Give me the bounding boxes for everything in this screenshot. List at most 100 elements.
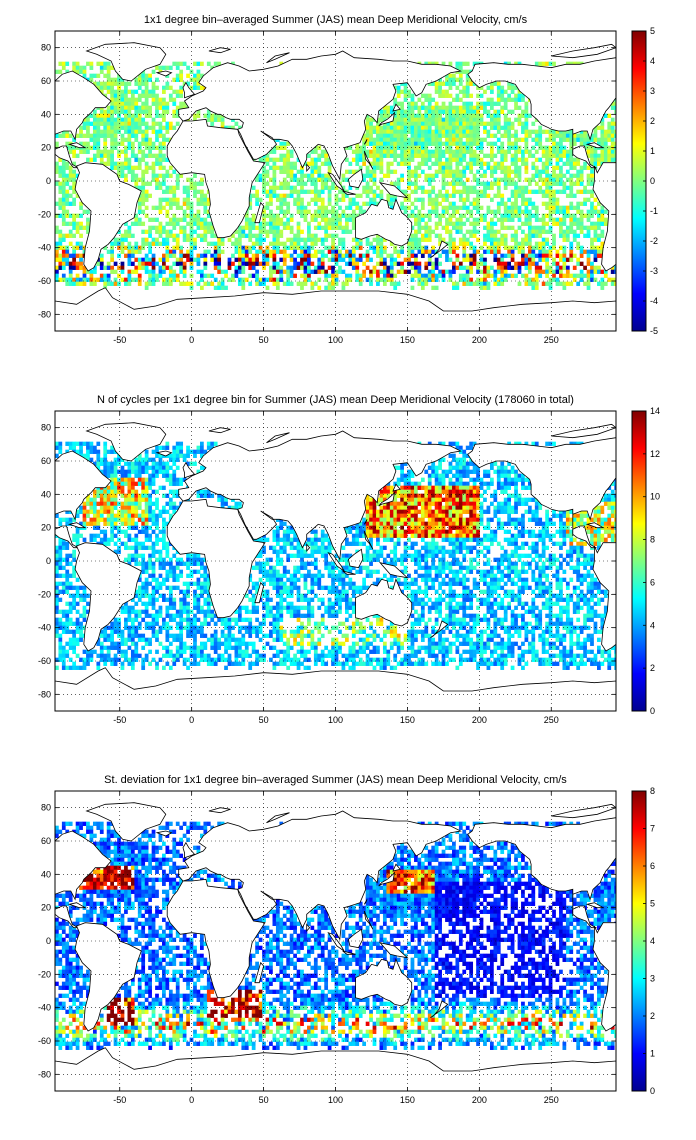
heat-cell [110,449,114,454]
heat-cell [565,273,570,278]
heat-cell [68,277,73,282]
heat-cell [614,109,616,114]
heat-cell [427,237,432,242]
heat-cell [144,449,149,454]
heat-cell [165,221,170,226]
heat-cell [552,177,556,182]
heat-cell [203,205,208,210]
heat-cell [200,493,204,498]
heat-cell [234,229,239,234]
heat-cell [106,449,111,454]
heat-cell [441,81,446,86]
heat-cell [403,473,408,478]
heat-cell [427,173,432,178]
heat-cell [507,477,511,482]
heat-cell [427,165,432,170]
heat-cell [251,257,256,262]
heat-cell [576,133,581,138]
heat-cell [597,265,601,270]
heat-cell [68,261,73,266]
heat-cell [545,193,549,198]
heat-cell [369,169,373,174]
heat-cell [559,141,563,146]
heat-cell [279,181,284,186]
heat-cell [441,153,446,158]
heat-cell [472,129,477,134]
heat-cell [241,261,246,266]
heat-cell [365,237,370,242]
heat-cell [141,481,146,486]
heat-cell [479,161,484,166]
heat-cell [334,221,339,226]
heat-cell [196,257,201,262]
heat-cell [376,237,380,242]
heat-cell [441,117,446,122]
heat-cell [527,281,532,286]
heat-cell [130,153,135,158]
heat-cell [217,285,222,290]
heat-cell [455,461,460,466]
heat-cell [182,477,187,482]
heat-cell [275,277,280,282]
heat-cell [441,185,446,190]
heat-cell [400,493,404,498]
heat-cell [382,261,387,266]
heat-cell [151,477,156,482]
heat-cell [534,129,539,134]
heat-cell [455,485,460,490]
heat-cell [58,185,63,190]
heat-cell [244,277,249,282]
heat-cell [272,249,277,254]
heat-cell [517,281,522,286]
heat-cell [168,465,173,470]
heat-cell [424,121,429,126]
heat-cell [583,225,587,230]
heat-cell [127,125,132,130]
heat-cell [372,149,377,154]
heat-cell [327,161,332,166]
heat-cell [597,237,601,242]
heat-cell [548,137,553,142]
heat-cell [262,253,266,258]
heat-cell [58,173,63,178]
heat-cell [531,137,536,142]
heat-cell [72,245,77,250]
heat-cell [200,285,204,290]
heat-cell [507,145,511,150]
heat-cell [465,85,470,90]
heat-cell [282,257,287,262]
heat-cell [144,281,149,286]
y-tick-label: -80 [38,309,51,319]
heat-cell [455,457,460,462]
heat-cell [465,465,470,470]
heat-cell [193,73,197,78]
heat-cell [614,281,616,286]
heat-cell [358,281,363,286]
heat-cell [110,137,114,142]
heat-cell [65,193,70,198]
heat-cell [407,181,411,186]
heat-cell [206,113,211,118]
heat-cell [458,77,463,82]
heat-cell [414,149,418,154]
heat-cell [517,89,522,94]
heat-cell [386,493,391,498]
heat-cell [351,253,356,258]
heat-cell [348,197,353,202]
heat-cell [538,137,543,142]
heat-cell [244,245,249,250]
heat-cell [441,197,446,202]
heat-cell [141,69,146,74]
heat-cell [555,277,560,282]
heat-cell [79,257,83,262]
heat-cell [489,81,494,86]
heat-cell [517,225,522,230]
heat-cell [110,145,114,150]
heat-cell [493,269,498,274]
heat-cell [448,241,453,246]
heat-cell [186,81,190,86]
heat-cell [369,129,373,134]
heat-cell [493,113,498,118]
heat-cell [555,253,560,258]
heat-cell [576,221,581,226]
